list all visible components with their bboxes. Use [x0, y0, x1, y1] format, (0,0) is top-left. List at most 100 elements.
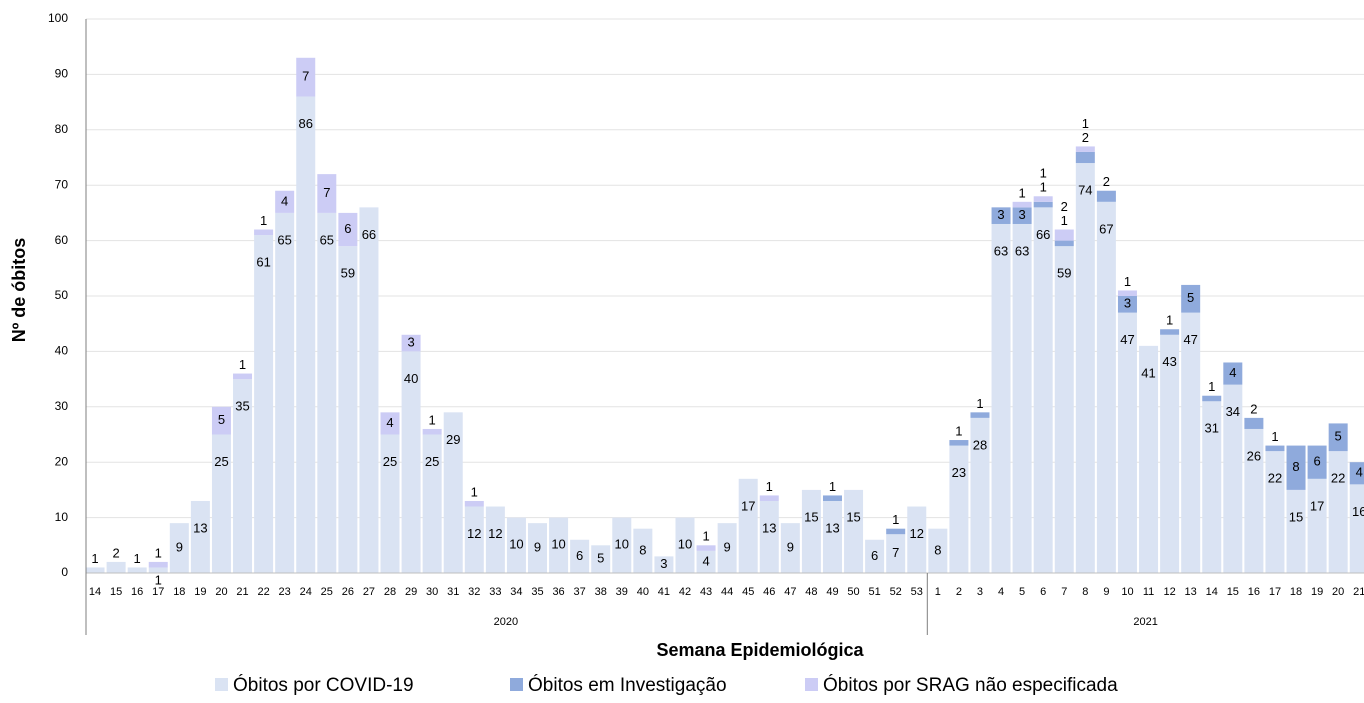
data-label: 1 — [471, 484, 478, 499]
bar-segment — [1033, 201, 1053, 208]
x-tick-label: 46 — [763, 586, 775, 598]
x-tick-label: 48 — [805, 586, 817, 598]
x-tick-label: 15 — [110, 586, 122, 598]
bar-segment — [696, 550, 716, 573]
bar-segment — [991, 223, 1011, 574]
data-label: 61 — [256, 254, 270, 269]
data-label: 9 — [724, 540, 731, 555]
data-label: 67 — [1099, 221, 1113, 236]
data-label: 1 — [829, 479, 836, 494]
bar-segment — [1075, 146, 1095, 152]
data-label: 9 — [534, 540, 541, 555]
bar-segment — [822, 495, 842, 501]
x-tick-label: 2 — [956, 586, 962, 598]
bar-segment — [1054, 229, 1074, 241]
data-label: 7 — [323, 185, 330, 200]
bar-segment — [949, 445, 969, 573]
x-tick-label: 45 — [742, 586, 754, 598]
x-tick-label: 33 — [489, 586, 501, 598]
bar-segment — [485, 506, 505, 573]
data-label: 2 — [1082, 130, 1089, 145]
data-label: 1 — [91, 551, 98, 566]
data-label: 2 — [112, 545, 119, 560]
bar-segment — [1117, 290, 1137, 296]
x-tick-label: 9 — [1103, 586, 1109, 598]
bar-segment — [801, 489, 821, 573]
x-tick-label: 16 — [131, 586, 143, 598]
bar-segment — [1286, 489, 1306, 573]
bar-segment — [991, 207, 1011, 224]
data-label: 16 — [1352, 504, 1364, 519]
bar-segment — [570, 539, 590, 573]
x-tick-label: 38 — [595, 586, 607, 598]
x-tick-label: 8 — [1082, 586, 1088, 598]
x-tick-label: 30 — [426, 586, 438, 598]
bar-segment — [254, 235, 274, 573]
x-tick-label: 17 — [152, 586, 164, 598]
x-tick-label: 14 — [89, 586, 101, 598]
x-tick-label: 19 — [1311, 586, 1323, 598]
bar-segment — [1096, 201, 1116, 573]
bar-segment — [148, 561, 168, 568]
data-label: 1 — [429, 412, 436, 427]
data-label: 10 — [509, 537, 523, 552]
data-label: 12 — [467, 526, 481, 541]
bar-segment — [844, 489, 864, 573]
bar-segment — [401, 351, 421, 573]
bar-segment — [190, 500, 210, 573]
x-tick-label: 10 — [1121, 586, 1133, 598]
x-tick-label: 51 — [869, 586, 881, 598]
y-axis-title: Nº de óbitos — [9, 238, 29, 343]
x-tick-label: 25 — [321, 586, 333, 598]
data-label: 29 — [446, 432, 460, 447]
data-label: 43 — [1162, 354, 1176, 369]
data-label: 25 — [214, 454, 228, 469]
data-label: 2 — [1103, 174, 1110, 189]
bar-segment — [886, 534, 906, 573]
x-tick-label: 7 — [1061, 586, 1067, 598]
data-label: 15 — [1289, 509, 1303, 524]
x-tick-label: 41 — [658, 586, 670, 598]
bar-segment — [654, 556, 674, 573]
bar-segment — [1244, 417, 1264, 429]
data-label: 9 — [787, 540, 794, 555]
bar-segment — [928, 528, 948, 573]
bar-segment — [1349, 484, 1364, 573]
x-tick-label: 47 — [784, 586, 796, 598]
bar-segment — [275, 190, 295, 213]
x-tick-label: 13 — [1185, 586, 1197, 598]
data-label: 3 — [1124, 296, 1131, 311]
bar-segment — [591, 545, 611, 573]
legend-swatch — [510, 678, 523, 691]
data-label: 15 — [804, 509, 818, 524]
bar-segment — [612, 517, 632, 573]
data-label: 1 — [766, 479, 773, 494]
data-label: 31 — [1205, 421, 1219, 436]
x-tick-label: 15 — [1227, 586, 1239, 598]
bar-segment — [1075, 151, 1095, 164]
data-label: 1 — [702, 529, 709, 544]
data-label: 5 — [1335, 429, 1342, 444]
x-tick-label: 1 — [935, 586, 941, 598]
bar-segment — [759, 500, 779, 573]
bar-segment — [1202, 401, 1222, 573]
x-tick-label: 32 — [468, 586, 480, 598]
bar-segment — [970, 412, 990, 418]
data-label: 4 — [702, 553, 709, 568]
x-tick-label: 6 — [1040, 586, 1046, 598]
data-label: 12 — [488, 526, 502, 541]
data-label: 41 — [1141, 365, 1155, 380]
bar-segment — [1244, 428, 1264, 573]
x-tick-label: 11 — [1143, 586, 1154, 598]
x-axis-title: Semana Epidemiológica — [656, 640, 864, 660]
bar-segment — [949, 440, 969, 446]
x-tick-label: 49 — [826, 586, 838, 598]
data-label: 3 — [997, 207, 1004, 222]
bar-segment — [907, 506, 927, 573]
bar-segment — [443, 412, 463, 573]
bar-segment — [1117, 312, 1137, 573]
x-tick-label: 36 — [552, 586, 564, 598]
bar-segment — [296, 96, 316, 573]
bar-segment — [1054, 246, 1074, 573]
